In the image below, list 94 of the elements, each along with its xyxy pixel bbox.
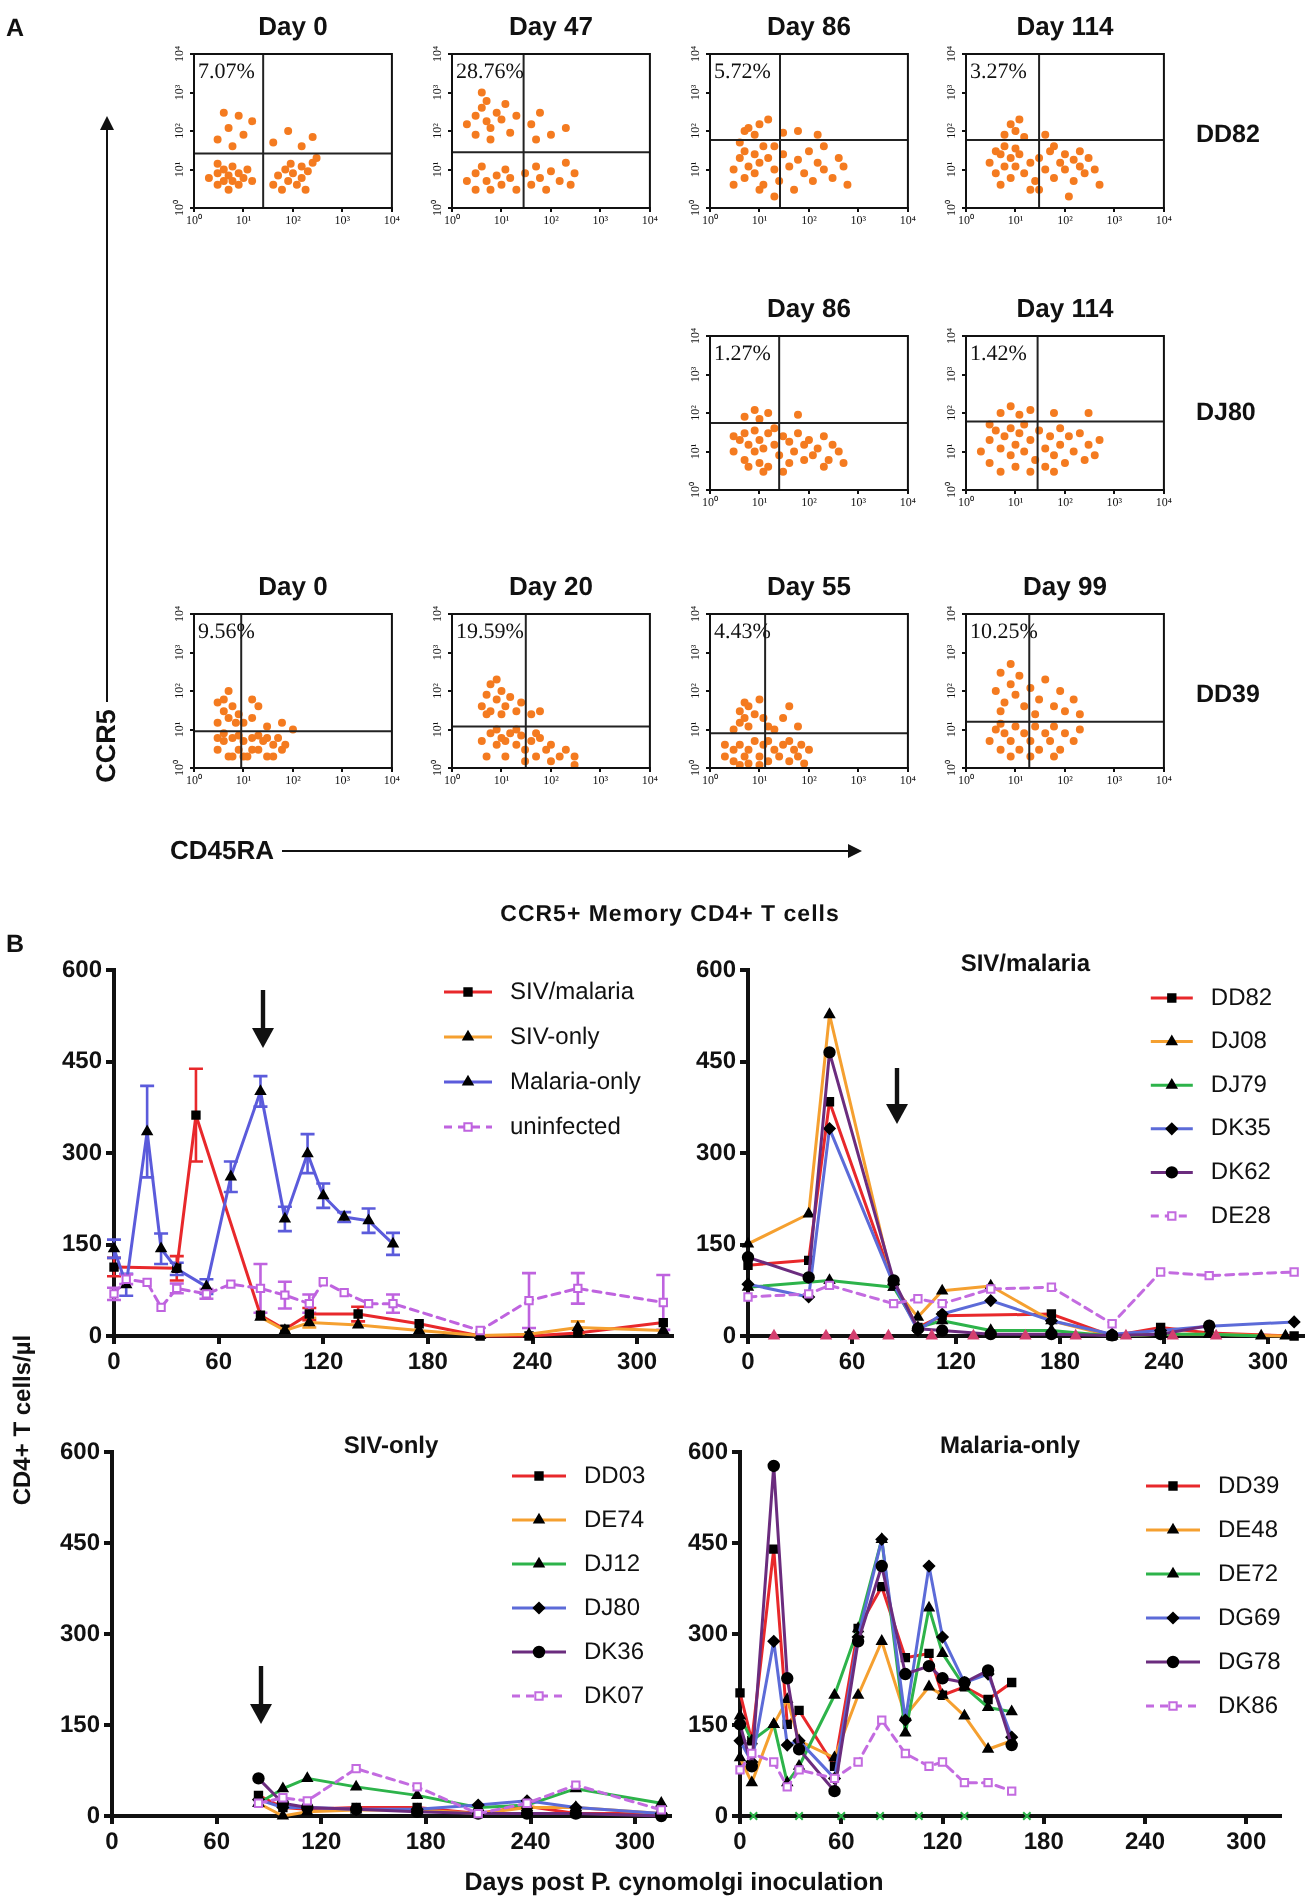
x-axis-title: Days post P. cynomolgi inoculation [464, 1867, 884, 1896]
chart-title: Day 114 [1016, 11, 1115, 42]
x-tick-label: 180 [407, 1347, 449, 1376]
annotation: 1.27% [714, 342, 771, 366]
x-tick-label: 120 [303, 1347, 344, 1376]
x-tick-label: 60 [205, 1347, 233, 1376]
chart-title: SIV/malaria [960, 948, 1091, 977]
y-axis-title: CCR5 [90, 709, 121, 783]
legend-label: DD03 [584, 1460, 647, 1489]
x-tick-label: 60 [203, 1827, 231, 1856]
legend-label: SIV-only [510, 1021, 600, 1050]
annotation: 7.07% [198, 60, 255, 84]
x-tick-label: 60 [838, 1347, 867, 1376]
x-tick-label: 300 [617, 1347, 658, 1376]
chart-title: CCR5+ Memory CD4+ T cells [500, 902, 840, 928]
annotation: 19.59% [456, 620, 524, 644]
x-tick-label: 120 [301, 1827, 342, 1856]
y-tick-label: 300 [61, 1137, 103, 1166]
x-axis-title: CD45RA [170, 835, 275, 865]
x-tick-label: 120 [936, 1347, 977, 1376]
legend-label: uninfected [510, 1111, 621, 1140]
chart-title: Day 0 [258, 571, 328, 602]
legend-label: DD82 [1210, 982, 1273, 1011]
legend-label: DJ80 [584, 1592, 641, 1621]
legend-label: DK07 [584, 1680, 645, 1709]
x-tick-label: 0 [741, 1347, 756, 1376]
legend-label: Malaria-only [510, 1066, 641, 1095]
x-tick-label: 0 [107, 1347, 122, 1376]
x-tick-label: 240 [512, 1347, 554, 1376]
x-tick-label: 240 [510, 1827, 552, 1856]
legend-label: DE48 [1218, 1514, 1279, 1543]
legend-label: DE74 [584, 1504, 645, 1533]
chart-title: Day 114 [1016, 293, 1115, 324]
y-tick-label: 450 [59, 1527, 101, 1556]
x-tick-label: 300 [1248, 1347, 1289, 1376]
x-tick-label: 180 [1040, 1347, 1081, 1376]
x-tick-label: 180 [1023, 1827, 1065, 1856]
y-tick-label: 150 [695, 1229, 737, 1258]
chart-title: Day 47 [509, 11, 593, 42]
y-tick-label: 150 [61, 1229, 103, 1258]
x-tick-label: 120 [922, 1827, 964, 1856]
annotation: 28.76% [456, 60, 524, 84]
chart-title: Day 20 [509, 571, 593, 602]
text: A [6, 13, 25, 42]
y-tick-label: 150 [59, 1709, 101, 1738]
legend-label: DJ08 [1210, 1026, 1268, 1055]
legend-label: DJ79 [1210, 1069, 1268, 1098]
legend-label: DK35 [1210, 1113, 1272, 1142]
legend-label: DD39 [1218, 1470, 1281, 1499]
legend-label: DK62 [1210, 1157, 1272, 1186]
legend-label: DK86 [1218, 1690, 1279, 1719]
text: DD39 [1196, 679, 1260, 708]
y-tick-label: 0 [88, 1320, 103, 1349]
chart-title: Malaria-only [939, 1430, 1081, 1459]
legend-label: DK36 [584, 1636, 645, 1665]
legend-label: DG69 [1218, 1602, 1282, 1631]
text: DJ80 [1196, 397, 1256, 426]
legend-label: DE72 [1218, 1558, 1279, 1587]
y-tick-label: 0 [722, 1320, 737, 1349]
x-tick-label: 300 [615, 1827, 656, 1856]
y-tick-label: 600 [61, 954, 103, 983]
legend-label: DJ12 [584, 1548, 641, 1577]
y-tick-label: 450 [687, 1527, 729, 1556]
x-tick-label: 240 [1144, 1347, 1185, 1376]
annotation: 3.27% [970, 60, 1027, 84]
chart-title: Day 0 [258, 11, 328, 42]
annotation: 1.42% [970, 342, 1027, 366]
x-tick-label: 180 [405, 1827, 447, 1856]
chart-title: Day 99 [1023, 571, 1107, 602]
y-tick-label: 0 [714, 1800, 729, 1829]
text: B [6, 929, 25, 958]
x-tick-label: 60 [827, 1827, 856, 1856]
y-axis-title: CD4+ T cells/µl [8, 1334, 36, 1506]
annotation: 5.72% [714, 60, 771, 84]
x-tick-label: 300 [1226, 1827, 1267, 1856]
y-tick-label: 450 [695, 1046, 737, 1075]
y-tick-label: 600 [687, 1436, 729, 1465]
legend-label: SIV/malaria [510, 976, 635, 1005]
chart-title: Day 55 [767, 571, 851, 602]
chart-title: Day 86 [767, 293, 851, 324]
y-tick-label: 300 [687, 1618, 729, 1647]
y-tick-label: 300 [59, 1618, 101, 1647]
y-tick-label: 600 [695, 954, 737, 983]
y-tick-label: 450 [61, 1046, 103, 1075]
y-tick-label: 150 [687, 1709, 729, 1738]
x-tick-label: 240 [1124, 1827, 1166, 1856]
y-tick-label: 600 [59, 1436, 101, 1465]
y-tick-label: 300 [695, 1137, 737, 1166]
chart-title: Day 86 [767, 11, 851, 42]
legend-label: DG78 [1218, 1646, 1282, 1675]
legend-label: DE28 [1210, 1200, 1272, 1229]
chart-title: SIV-only [343, 1430, 439, 1459]
y-tick-label: 0 [86, 1800, 101, 1829]
text: DD82 [1196, 119, 1260, 148]
